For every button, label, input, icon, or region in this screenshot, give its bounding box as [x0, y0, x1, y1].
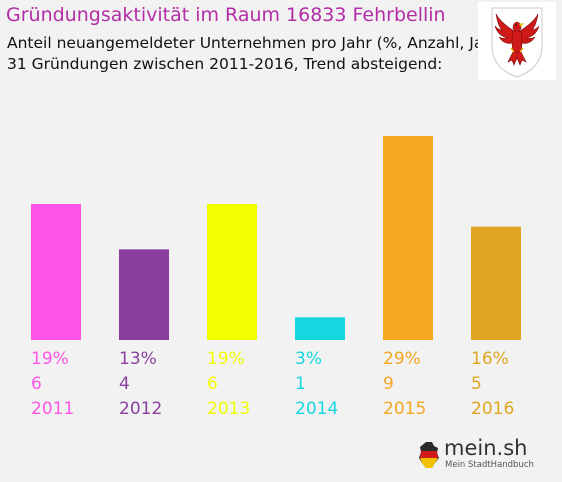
year-label-2012: 2012: [119, 399, 162, 419]
chart-subtitle-line-2: 31 Gründungen zwischen 2011-2016, Trend …: [7, 55, 443, 73]
bar-2013: [207, 204, 257, 340]
bar-2011: [31, 204, 81, 340]
percent-label-2012: 13%: [119, 349, 157, 369]
percent-label-2014: 3%: [295, 349, 322, 369]
bar-2016: [471, 226, 521, 340]
percent-label-2016: 16%: [471, 349, 509, 369]
percent-label-2015: 29%: [383, 349, 421, 369]
count-label-2012: 4: [119, 374, 130, 394]
year-label-2011: 2011: [31, 399, 74, 419]
bar-2014: [295, 317, 345, 340]
chart-subtitle-line-1: Anteil neuangemeldeter Unternehmen pro J…: [7, 34, 506, 52]
logo-tagline: Mein StadtHandbuch: [445, 460, 534, 470]
percent-label-2011: 19%: [31, 349, 69, 369]
chart-title: Gründungsaktivität im Raum 16833 Fehrbel…: [6, 4, 446, 26]
year-label-2016: 2016: [471, 399, 514, 419]
brandenburg-eagle-crest-icon: [478, 2, 556, 80]
bar-2015: [383, 136, 433, 340]
count-label-2016: 5: [471, 374, 482, 394]
mein-sh-logo[interactable]: mein.sh Mein StadtHandbuch: [412, 435, 552, 475]
year-label-2013: 2013: [207, 399, 250, 419]
germany-map-pin-icon: [419, 442, 439, 468]
count-label-2013: 6: [207, 374, 218, 394]
bar-2012: [119, 249, 169, 340]
year-label-2015: 2015: [383, 399, 426, 419]
count-label-2014: 1: [295, 374, 306, 394]
percent-label-2013: 19%: [207, 349, 245, 369]
count-label-2015: 9: [383, 374, 394, 394]
count-label-2011: 6: [31, 374, 42, 394]
logo-name: mein.sh: [444, 436, 528, 460]
year-label-2014: 2014: [295, 399, 338, 419]
